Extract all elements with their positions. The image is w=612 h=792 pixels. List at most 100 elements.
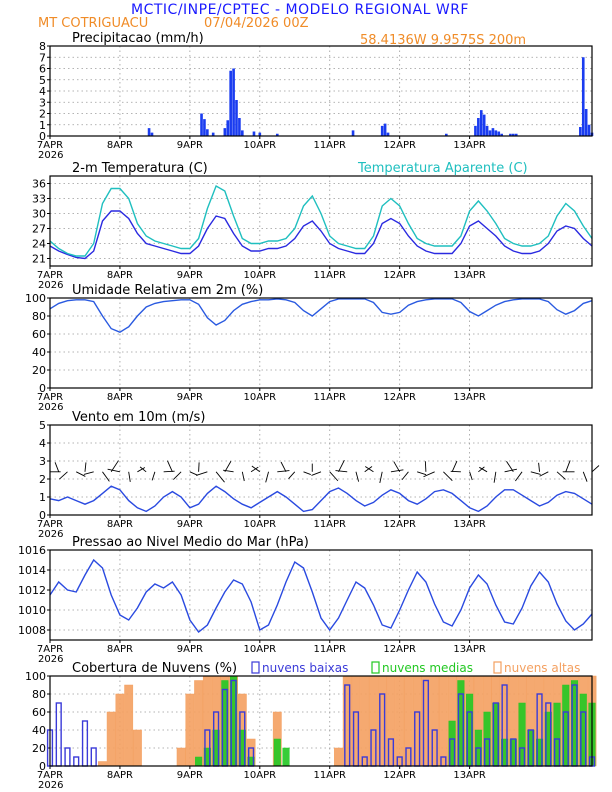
cloud-bar-nuvens-baixas: [64, 747, 71, 767]
wind-arrow: [223, 469, 234, 473]
clouds-ytick-label: 0: [39, 760, 46, 773]
cloud-bar-nuvens-altas: [115, 693, 125, 767]
precip-bar: [488, 130, 492, 136]
precip-bar: [238, 118, 241, 136]
wind-arrow: [423, 471, 435, 478]
precip-bar: [206, 129, 209, 136]
wind-ytick-label: 1: [39, 491, 46, 504]
cloud-bar-nuvens-medias: [282, 747, 290, 767]
precip-bar: [275, 133, 279, 136]
wind-xtick-label: 11APR: [313, 519, 346, 530]
precip-bar: [211, 132, 215, 136]
wind-year-label: 2026: [38, 529, 63, 540]
precip-ytick-label: 5: [39, 74, 46, 87]
rh-ytick-label: 100: [25, 292, 46, 305]
precip-ytick-label: 2: [39, 108, 46, 121]
precip-bar: [584, 109, 588, 136]
temp-ytick-label: 27: [32, 223, 46, 236]
precip-xtick-label: 11APR: [313, 140, 346, 151]
temp-xtick-label: 10APR: [244, 270, 277, 281]
wind-xtick-label: 13APR: [453, 519, 486, 530]
cloud-bar-nuvens-altas: [106, 711, 116, 767]
rh-ytick-label: 60: [32, 328, 46, 341]
temp-xtick-label: 13APR: [453, 270, 486, 281]
wind-arrow: [335, 470, 348, 473]
rh-ytick-label: 40: [32, 346, 46, 359]
precip-title: Precipitacao (mm/h): [72, 31, 204, 46]
precip-bar: [581, 57, 585, 136]
wind-arrow: [288, 471, 296, 480]
cloud-legend-label: nuvens altas: [504, 661, 580, 675]
pressure-ytick-label: 1008: [18, 624, 46, 637]
clouds-year-label: 2026: [38, 780, 63, 791]
temp-xtick-label: 7APR: [37, 270, 63, 281]
precip-bar: [351, 130, 355, 136]
pressure-xtick-label: 10APR: [244, 644, 277, 655]
clouds-ytick-label: 80: [32, 688, 46, 701]
precip-bar: [482, 114, 486, 136]
cloud-bar-nuvens-altas: [334, 747, 343, 767]
pressure-ytick-label: 1012: [18, 584, 46, 597]
precip-bar: [485, 125, 489, 136]
wind-arrow: [102, 471, 110, 482]
rh-frame: [49, 297, 593, 389]
rh-panel: 0 20 40 60 80 100 7APR 8APR 9APR 10APR 11APR 12APR 1…: [25, 283, 593, 413]
precip-bar: [150, 132, 154, 136]
header-coords: 58.4136W 9.9575S 200m: [360, 33, 526, 48]
wind-arrow: [215, 471, 225, 483]
clouds-xtick-label: 13APR: [453, 770, 486, 781]
wind-arrow: [582, 471, 588, 482]
precip-bar: [147, 128, 151, 136]
pressure-xtick-label: 8APR: [107, 644, 133, 655]
wind-arrow: [84, 462, 87, 472]
precip-xtick-label: 10APR: [244, 140, 277, 151]
wind-arrow: [506, 460, 514, 473]
precip-bar: [509, 133, 512, 136]
precip-bar: [579, 127, 582, 136]
rh-xtick-label: 10APR: [244, 392, 277, 403]
wind-arrow: [224, 461, 232, 473]
wind-arrow: [167, 460, 173, 472]
precip-bar: [500, 133, 503, 136]
cloud-legend-swatch: [493, 661, 502, 674]
temp-ytick-label: 21: [32, 253, 46, 266]
precip-bar: [226, 120, 230, 136]
wind-arrow: [303, 471, 311, 476]
clouds-xtick-label: 8APR: [107, 770, 133, 781]
pressure-year-label: 2026: [38, 654, 63, 665]
wind-arrow: [76, 471, 86, 477]
wind-arrow: [565, 460, 571, 472]
precip-frame: [49, 45, 593, 137]
precip-bar: [383, 123, 387, 136]
rh-xtick-label: 7APR: [37, 392, 63, 403]
pressure-panel: 1008 1010 1012 1014 1016 7APR 8APR 9APR 10APR 11A…: [18, 535, 593, 665]
cloud-legend-swatch: [251, 661, 260, 674]
wind-arrow: [59, 471, 68, 480]
precip-ytick-label: 0: [39, 130, 46, 143]
precip-bar: [235, 100, 238, 136]
precip-bar: [491, 128, 495, 136]
clouds-xtick-label: 9APR: [177, 770, 203, 781]
wind-arrow: [280, 461, 287, 473]
pressure-ytick-label: 1014: [18, 564, 46, 577]
precip-bar: [252, 131, 256, 136]
temp-series-line-0: [49, 210, 593, 260]
cloud-bar-nuvens-altas: [124, 684, 134, 767]
clouds-ytick-label: 60: [32, 706, 46, 719]
precip-xtick-label: 13APR: [453, 140, 486, 151]
rh-xtick-label: 11APR: [313, 392, 346, 403]
wind-series-line-0: [49, 485, 593, 513]
wind-arrow: [83, 471, 94, 475]
temp-panel: 21 24 27 30 33 36 7APR 8APR 9APR 10APR 11APR 12APR 1…: [32, 161, 593, 291]
clouds-ytick-label: 20: [32, 742, 46, 755]
temp-ytick-label: 33: [32, 193, 46, 206]
precip-bar: [380, 125, 384, 136]
wind-arrow: [401, 471, 409, 481]
cloud-bar-nuvens-altas: [98, 761, 107, 767]
clouds-frame: [49, 675, 593, 767]
temp-series-line-1: [49, 184, 593, 257]
pressure-ytick-label: 1010: [18, 604, 46, 617]
temp-xtick-label: 12APR: [383, 270, 416, 281]
clouds-xtick-label: 11APR: [313, 770, 346, 781]
